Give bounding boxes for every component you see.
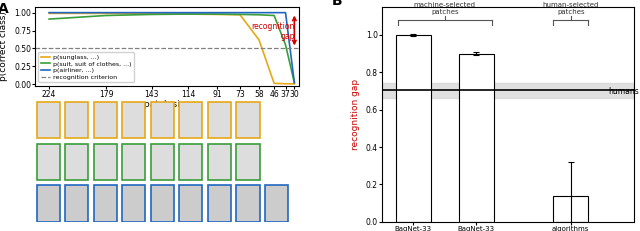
FancyBboxPatch shape bbox=[179, 144, 202, 180]
FancyBboxPatch shape bbox=[65, 144, 88, 180]
FancyBboxPatch shape bbox=[179, 185, 202, 222]
recognition criterion bbox=[328, 47, 336, 50]
Text: humans: humans bbox=[609, 87, 639, 96]
Bar bbox=[396, 35, 431, 222]
FancyBboxPatch shape bbox=[208, 144, 231, 180]
Bar bbox=[382, 83, 634, 97]
FancyBboxPatch shape bbox=[122, 144, 145, 180]
Bar bbox=[554, 196, 588, 222]
Bar bbox=[459, 54, 493, 222]
Text: machine-selected
patches: machine-selected patches bbox=[414, 2, 476, 15]
FancyBboxPatch shape bbox=[65, 185, 88, 222]
FancyBboxPatch shape bbox=[265, 185, 288, 222]
Y-axis label: p(correct class): p(correct class) bbox=[0, 11, 8, 81]
FancyBboxPatch shape bbox=[93, 185, 117, 222]
Text: B: B bbox=[332, 0, 342, 8]
FancyBboxPatch shape bbox=[150, 102, 174, 138]
X-axis label: patch size: patch size bbox=[144, 100, 190, 109]
FancyBboxPatch shape bbox=[36, 144, 60, 180]
Legend: p(sunglass, ...), p(suit, suit of clothes, ...), p(airliner, ...), recognition c: p(sunglass, ...), p(suit, suit of clothe… bbox=[38, 52, 134, 82]
FancyBboxPatch shape bbox=[65, 102, 88, 138]
FancyBboxPatch shape bbox=[236, 185, 260, 222]
Text: recognition
gap: recognition gap bbox=[252, 21, 295, 41]
Y-axis label: recognition gap: recognition gap bbox=[351, 79, 360, 150]
Text: A: A bbox=[0, 2, 9, 16]
FancyBboxPatch shape bbox=[93, 102, 117, 138]
FancyBboxPatch shape bbox=[150, 185, 174, 222]
Text: human-selected
patches: human-selected patches bbox=[543, 2, 599, 15]
FancyBboxPatch shape bbox=[36, 185, 60, 222]
FancyBboxPatch shape bbox=[122, 185, 145, 222]
FancyBboxPatch shape bbox=[179, 102, 202, 138]
FancyBboxPatch shape bbox=[236, 144, 260, 180]
FancyBboxPatch shape bbox=[208, 102, 231, 138]
FancyBboxPatch shape bbox=[208, 185, 231, 222]
FancyBboxPatch shape bbox=[122, 102, 145, 138]
FancyBboxPatch shape bbox=[36, 102, 60, 138]
FancyBboxPatch shape bbox=[236, 102, 260, 138]
recognition criterion bbox=[327, 47, 335, 50]
FancyBboxPatch shape bbox=[93, 144, 117, 180]
FancyBboxPatch shape bbox=[150, 144, 174, 180]
